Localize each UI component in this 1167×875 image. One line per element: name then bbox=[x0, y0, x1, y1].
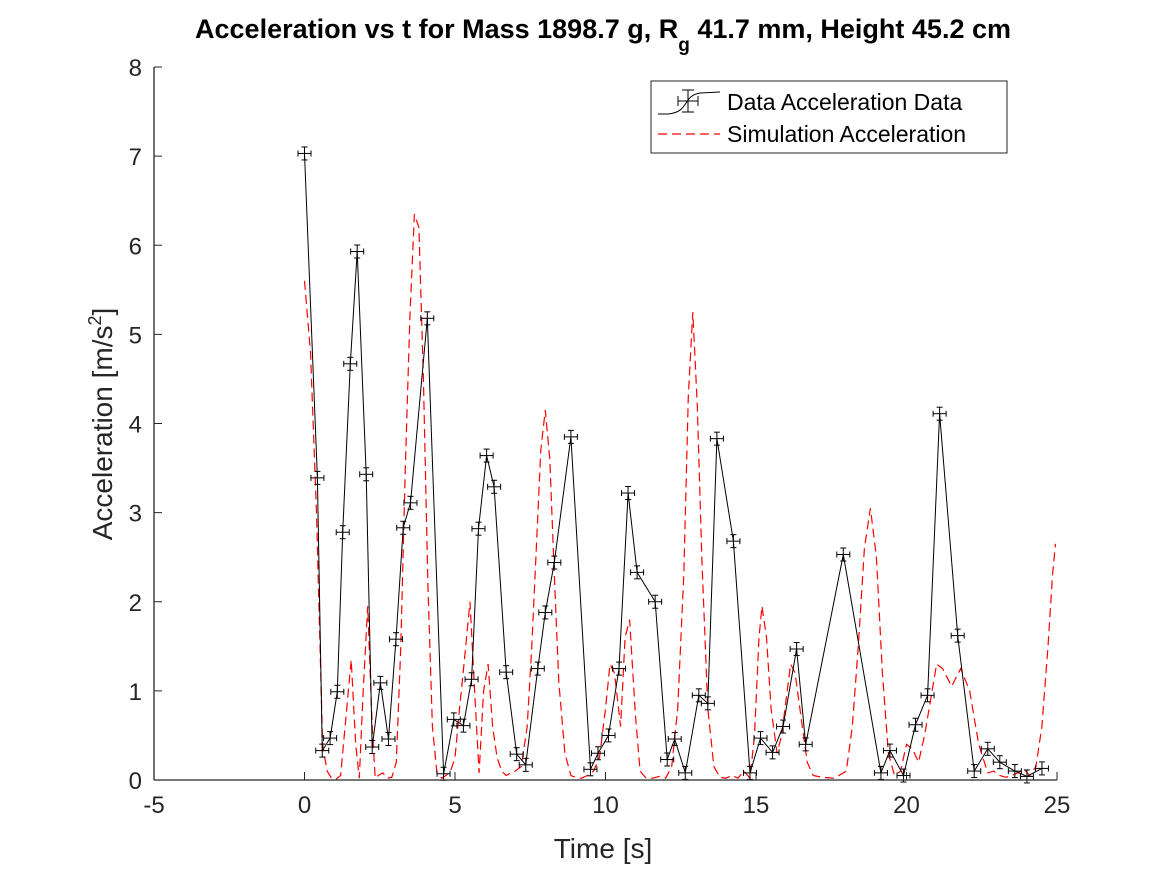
legend: Data Acceleration Data Simulation Accele… bbox=[650, 80, 1008, 154]
legend-label-simulation: Simulation Acceleration bbox=[727, 121, 966, 147]
y-tick-label: 4 bbox=[129, 412, 142, 439]
data-point bbox=[612, 661, 627, 676]
data-point bbox=[980, 741, 995, 756]
data-point bbox=[1034, 761, 1049, 776]
data-point bbox=[547, 555, 562, 570]
data-point bbox=[297, 146, 312, 161]
legend-label-data: Data Acceleration Data bbox=[727, 89, 962, 115]
data-point bbox=[389, 632, 404, 647]
legend-box bbox=[650, 80, 1008, 154]
chart-title: Acceleration vs t for Mass 1898.7 g, Rg … bbox=[195, 14, 1011, 56]
legend-data-symbol bbox=[658, 89, 721, 115]
series-simulation-acceleration bbox=[303, 213, 1057, 780]
data-point bbox=[479, 448, 494, 463]
data-point bbox=[538, 605, 553, 620]
data-point bbox=[487, 479, 502, 494]
data-point bbox=[396, 520, 411, 535]
data-point bbox=[310, 470, 325, 485]
data-point bbox=[499, 665, 514, 680]
y-tick-label: 7 bbox=[129, 144, 142, 171]
data-point bbox=[798, 737, 813, 752]
x-axis-ticks: -5 0 5 10 15 20 25 bbox=[143, 772, 1070, 819]
data-point bbox=[601, 728, 616, 743]
data-point bbox=[726, 534, 741, 549]
y-tick-label: 3 bbox=[129, 501, 142, 528]
data-point bbox=[908, 717, 923, 732]
data-point bbox=[471, 521, 486, 536]
data-point bbox=[967, 764, 982, 779]
data-point bbox=[765, 745, 780, 760]
data-point bbox=[420, 311, 435, 326]
data-point bbox=[630, 565, 645, 580]
data-point bbox=[343, 356, 358, 371]
y-tick-label: 8 bbox=[129, 55, 142, 82]
data-point bbox=[700, 696, 715, 711]
data-point bbox=[836, 547, 851, 562]
series-data-acceleration bbox=[304, 153, 1043, 777]
data-point bbox=[1019, 769, 1034, 784]
y-tick-label: 1 bbox=[129, 679, 142, 706]
y-tick-label: 5 bbox=[129, 322, 142, 349]
data-point bbox=[373, 675, 388, 690]
x-axis-label: Time [s] bbox=[554, 833, 653, 864]
data-point bbox=[456, 718, 471, 733]
y-tick-label: 2 bbox=[129, 590, 142, 617]
data-point bbox=[621, 486, 636, 501]
plot-data bbox=[297, 146, 1057, 784]
data-point bbox=[691, 688, 706, 703]
data-point bbox=[464, 672, 479, 687]
data-point bbox=[882, 743, 897, 758]
data-point bbox=[350, 244, 365, 259]
data-point bbox=[590, 746, 605, 761]
data-point bbox=[315, 743, 330, 758]
data-point bbox=[359, 467, 374, 482]
data-point bbox=[518, 757, 533, 772]
data-point bbox=[789, 641, 804, 656]
x-tick-label: -5 bbox=[143, 792, 164, 819]
y-axis-label: Acceleration [m/s2] bbox=[85, 308, 118, 541]
data-point bbox=[583, 762, 598, 777]
legend-data-curve bbox=[667, 91, 721, 115]
data-point bbox=[992, 755, 1007, 770]
data-point bbox=[509, 747, 524, 762]
x-tick-label: 10 bbox=[592, 792, 619, 819]
data-point bbox=[530, 661, 545, 676]
x-tick-label: 5 bbox=[448, 792, 461, 819]
data-point bbox=[323, 731, 338, 746]
data-point bbox=[1007, 764, 1022, 779]
data-point bbox=[563, 429, 578, 444]
data-point bbox=[920, 688, 935, 703]
data-point bbox=[446, 712, 461, 727]
x-tick-label: 0 bbox=[298, 792, 311, 819]
y-tick-label: 6 bbox=[129, 233, 142, 260]
data-point bbox=[335, 525, 350, 540]
data-point bbox=[330, 684, 345, 699]
x-tick-label: 20 bbox=[893, 792, 920, 819]
data-point bbox=[950, 628, 965, 643]
data-point bbox=[648, 594, 663, 609]
y-tick-label: 0 bbox=[129, 768, 142, 795]
data-point bbox=[776, 719, 791, 734]
data-point bbox=[932, 406, 947, 421]
data-point bbox=[660, 752, 675, 767]
y-axis-ticks: 0 1 2 3 4 5 6 7 8 bbox=[129, 55, 162, 795]
data-point bbox=[709, 431, 724, 446]
data-point bbox=[667, 732, 682, 747]
x-tick-label: 15 bbox=[743, 792, 770, 819]
data-point bbox=[381, 732, 396, 747]
x-tick-label: 25 bbox=[1044, 792, 1071, 819]
data-point bbox=[403, 495, 418, 510]
data-point bbox=[753, 731, 768, 746]
data-point bbox=[365, 740, 380, 755]
